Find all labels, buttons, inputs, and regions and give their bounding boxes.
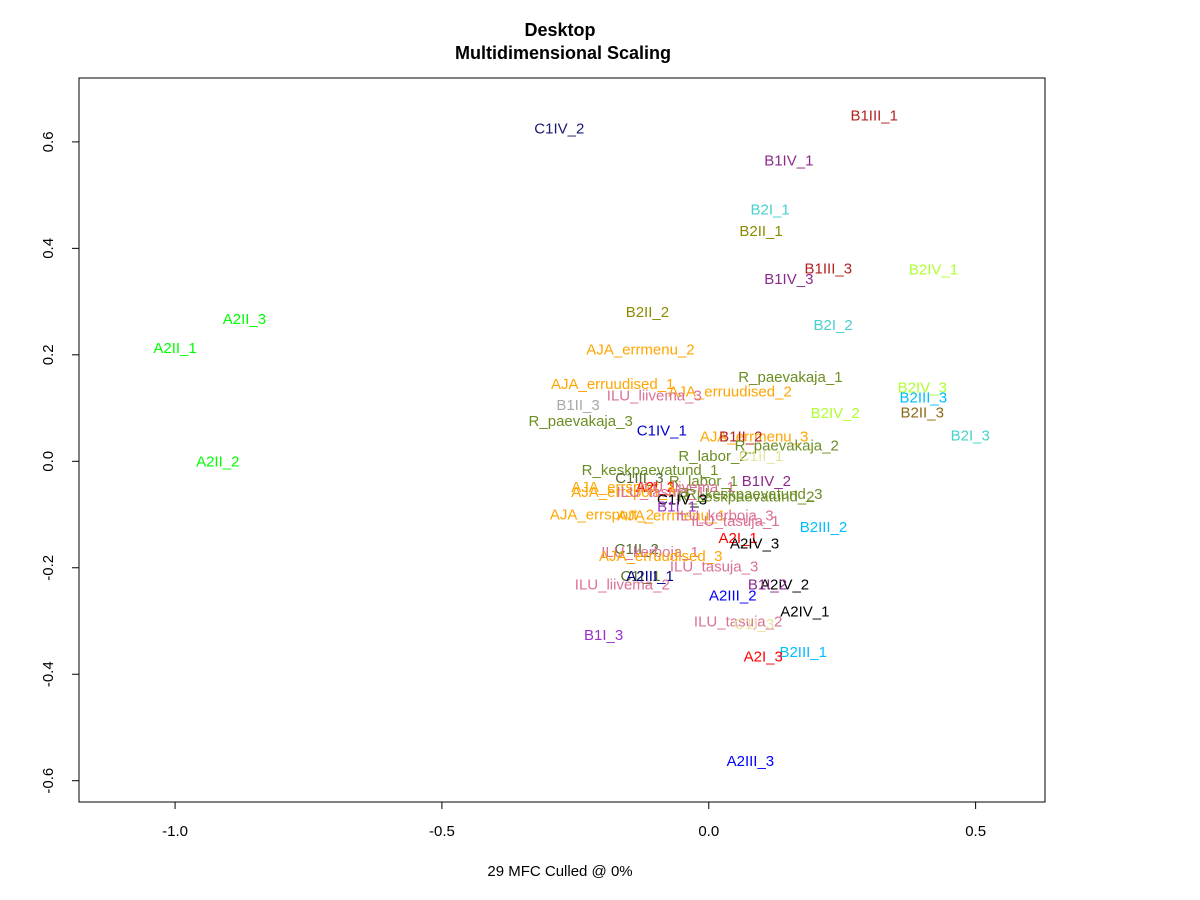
point-label: ILU_tasuja_3 <box>670 559 758 576</box>
y-tick-label: 0.6 <box>40 131 57 152</box>
point-label: B1II_2 <box>719 428 762 445</box>
point-label: B2I_2 <box>814 317 853 334</box>
point-label: R_keskpaevatund_1 <box>582 462 719 479</box>
point-label: AJA_errmenu_1 <box>617 508 725 525</box>
point-label: B2II_2 <box>626 304 669 321</box>
x-tick-label: 0.0 <box>698 823 719 840</box>
point-label: A2I_1 <box>719 530 758 547</box>
point-label: AJA_erruudised_3 <box>599 548 722 565</box>
point-label: B2II_3 <box>901 404 944 421</box>
point-label: B1IV_1 <box>764 153 813 170</box>
point-label: ILU_kerboja_1 <box>601 544 699 561</box>
point-labels: B1III_1 C1IV_2 B1IV_1 B2I_1 B2II_1 B1III_3 B2I… <box>153 107 990 770</box>
point-label: B2IV_3 <box>898 379 947 396</box>
x-tick-label: -1.0 <box>162 823 188 840</box>
point-label: B2IV_2 <box>811 405 860 422</box>
point-label: R_keskpaevatund_3 <box>686 486 823 503</box>
point-label: R_labor_2 <box>678 448 747 465</box>
y-tick-label: 0.2 <box>40 344 57 365</box>
y-tick-label: -0.4 <box>40 661 57 687</box>
point-label: C1I_3 <box>734 616 774 633</box>
point-label: ILU_tasuja_1 <box>691 513 779 530</box>
x-axis-caption: 29 MFC Culled @ 0% <box>487 863 632 880</box>
point-label: AJA_erruudised_1 <box>551 376 674 393</box>
point-label: ILU_liivema_1 <box>640 479 735 496</box>
chart-subtitle: Multidimensional Scaling <box>455 43 671 63</box>
point-label: A2III_3 <box>727 753 775 770</box>
y-tick-label: -0.2 <box>40 555 57 581</box>
point-label: R_labor_1 <box>669 473 738 490</box>
point-label: R_paevakaja_2 <box>735 437 839 454</box>
point-label: B2II_1 <box>739 223 782 240</box>
point-label: B1III_1 <box>850 107 898 124</box>
point-label: AJA_errmenu_3 <box>700 428 808 445</box>
point-label: B1IV_3 <box>764 271 813 288</box>
point-label: ILU_tasuja_2 <box>694 614 782 631</box>
point-label: C1III_3 <box>615 470 663 487</box>
plot-frame <box>78 77 1046 803</box>
point-label: C1IV_3 <box>657 492 707 509</box>
point-label: A2IV_2 <box>760 576 809 593</box>
point-label: B2III_2 <box>800 519 848 536</box>
point-label: C1II_2 <box>615 541 659 558</box>
point-label: B2IV_1 <box>909 262 958 279</box>
point-label: ILU_liivema_2 <box>575 576 670 593</box>
point-label: A2II_2 <box>196 453 239 470</box>
point-label: AJA_errsport_2 <box>550 507 654 524</box>
point-label: A2II_1 <box>153 340 196 357</box>
y-tick-label: -0.6 <box>40 768 57 794</box>
x-tick-label: -0.5 <box>429 823 455 840</box>
point-label: AJA_errmenu_2 <box>586 342 694 359</box>
point-label: ILU_liivema_3 <box>607 387 702 404</box>
point-label: C1II_1 <box>739 448 783 465</box>
y-axis: -0.6 -0.4 -0.2 0.0 0.2 0.4 0.6 <box>40 131 79 794</box>
point-label: B1I_3 <box>584 627 623 644</box>
point-label: A2I_2 <box>636 479 675 496</box>
point-label: A2II_3 <box>223 311 266 328</box>
y-tick-label: 0.0 <box>40 451 57 472</box>
point-label: AJA_errsport_1 <box>571 479 675 496</box>
point-label: A2IV_3 <box>730 535 779 552</box>
point-label: AJA_errsport_3 <box>571 484 675 501</box>
point-label: B2III_1 <box>779 644 827 661</box>
point-label: AJA_erruudised_2 <box>668 384 791 401</box>
point-label: C1IV_1 <box>637 422 687 439</box>
point-label: R_paevakaja_1 <box>738 369 842 386</box>
x-tick-label: 0.5 <box>965 823 986 840</box>
point-label: B1I_2 <box>748 576 787 593</box>
point-label: R_paevakaja_3 <box>529 413 633 430</box>
point-label: B2I_3 <box>951 428 990 445</box>
point-label: B1IV_2 <box>742 473 791 490</box>
point-label: A2I_3 <box>744 649 783 666</box>
point-label: B1III_3 <box>805 261 853 278</box>
point-label: A2IV_1 <box>780 603 829 620</box>
x-axis: -1.0 -0.5 0.0 0.5 <box>162 802 986 840</box>
point-label: B1II_3 <box>556 397 599 414</box>
point-label: A2III_2 <box>709 587 757 604</box>
point-label: B1I_1 <box>657 499 696 516</box>
point-label: C1IV_2 <box>534 121 584 138</box>
point-label: A2III_1 <box>626 568 674 585</box>
point-label: ILU_kerboja_3 <box>676 508 774 525</box>
y-tick-label: 0.4 <box>40 238 57 259</box>
point-label: C1I_1 <box>620 568 660 585</box>
point-label: B2I_1 <box>751 201 790 218</box>
chart-title: Desktop <box>524 20 595 40</box>
point-label: ILU_tasuja_1 <box>617 484 705 501</box>
point-label: R_keskpaevatund_2 <box>678 488 815 505</box>
point-label: B2III_3 <box>900 389 948 406</box>
